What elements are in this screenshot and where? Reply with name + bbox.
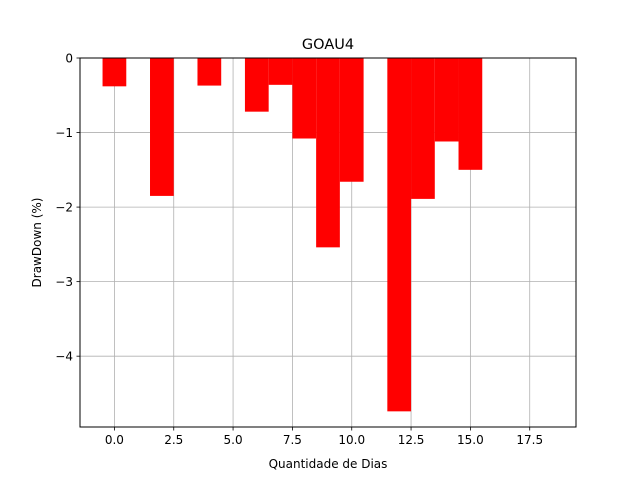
bar: [150, 58, 174, 196]
y-tick-label: 0: [65, 51, 73, 65]
bar: [244, 58, 269, 112]
y-axis-ticks: 0 −1 −2 −3 −4: [55, 51, 80, 363]
x-tick-label: 12.5: [398, 433, 425, 447]
bar: [197, 58, 222, 86]
bars: [102, 58, 483, 412]
plot-frame: [79, 57, 577, 428]
y-axis-title: DrawDown (%): [30, 198, 44, 288]
bar: [316, 58, 340, 248]
chart-title: GOAU4: [302, 37, 354, 53]
bar: [102, 58, 127, 87]
y-tick-label: −4: [55, 349, 73, 363]
y-tick-label: −3: [55, 275, 73, 289]
bar: [411, 58, 435, 199]
bar: [292, 58, 317, 139]
y-tick-label: −2: [55, 200, 73, 214]
x-tick-label: 17.5: [516, 433, 543, 447]
bar: [268, 58, 293, 85]
bar: [458, 58, 483, 170]
x-tick-label: 15.0: [457, 433, 484, 447]
x-tick-label: 5.0: [224, 433, 243, 447]
x-tick-label: 10.0: [338, 433, 365, 447]
bar: [434, 58, 459, 142]
x-axis-ticks: 0.0 2.5 5.0 7.5 10.0 12.5 15.0 17.5: [105, 427, 543, 447]
y-tick-label: −1: [55, 126, 73, 140]
x-axis-title: Quantidade de Dias: [269, 457, 388, 471]
x-tick-label: 2.5: [164, 433, 183, 447]
bar: [387, 58, 412, 412]
x-tick-label: 0.0: [105, 433, 124, 447]
bar: [339, 58, 364, 182]
x-tick-label: 7.5: [283, 433, 302, 447]
